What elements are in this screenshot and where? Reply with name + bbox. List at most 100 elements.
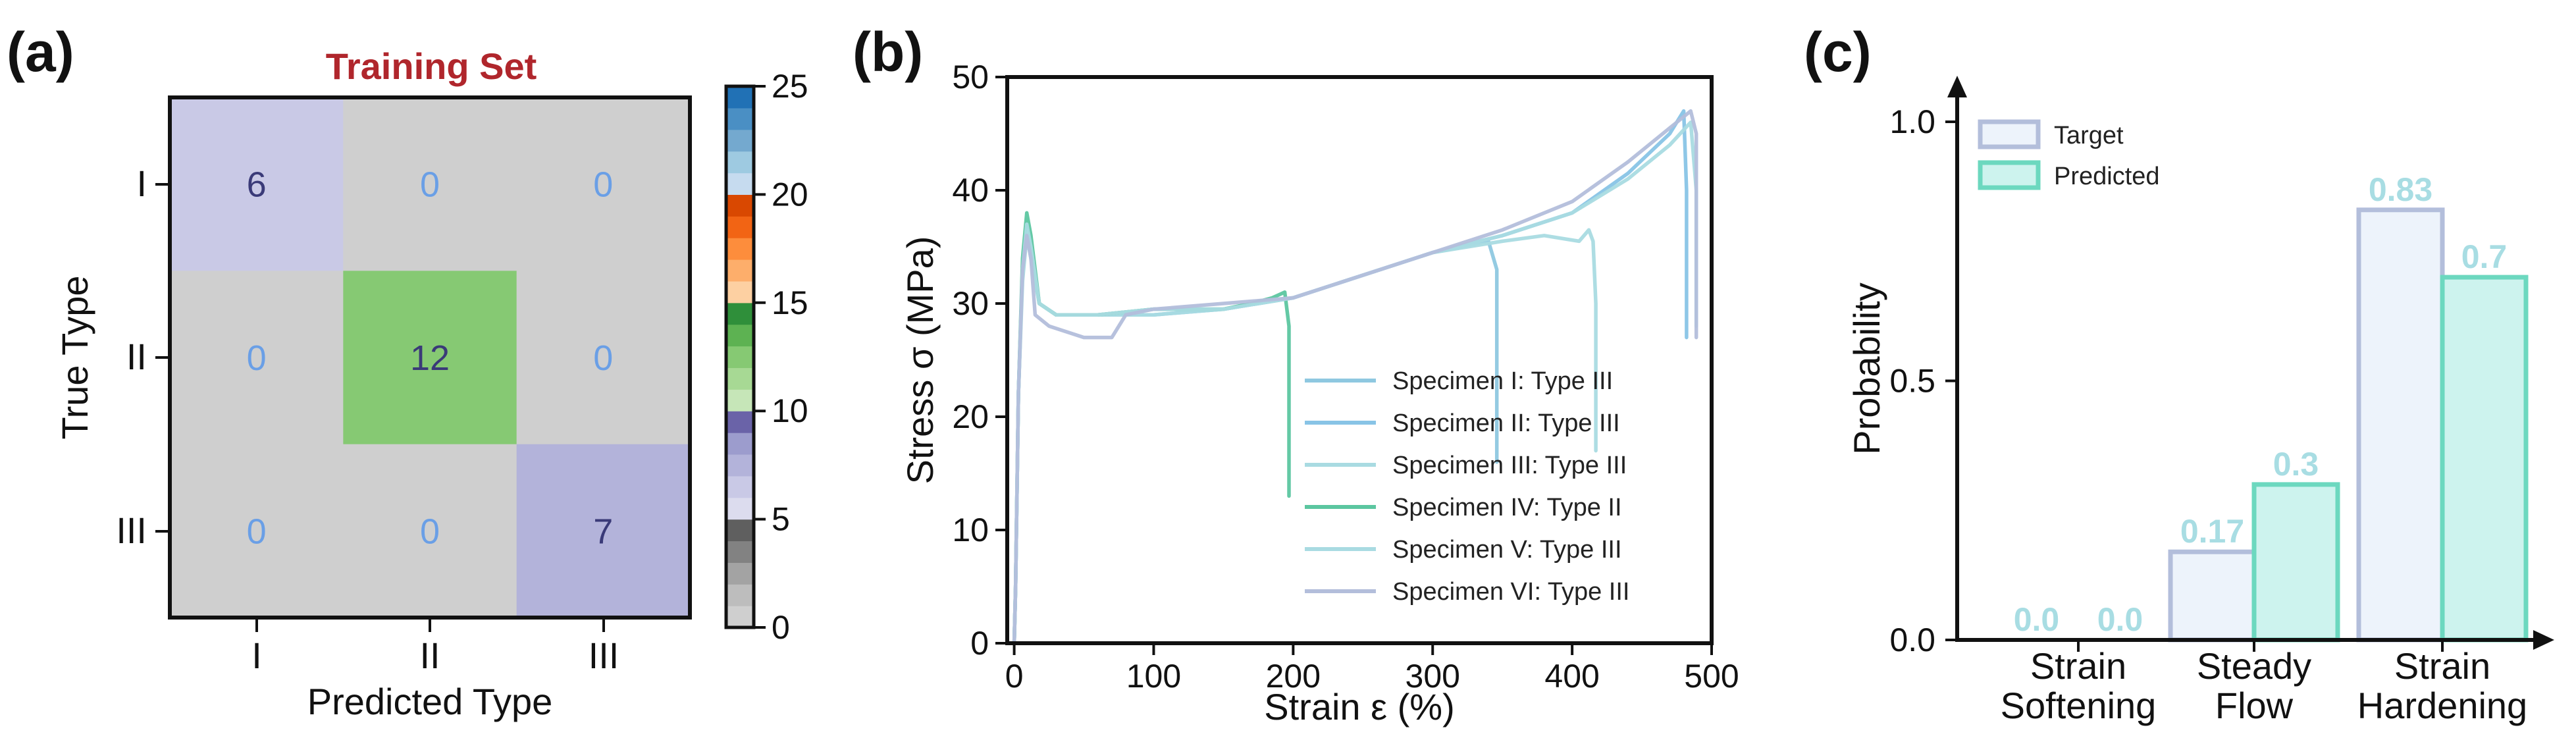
colorbar-segments: [726, 86, 754, 628]
bar-y-tick-label: 0.0: [1889, 621, 1935, 658]
x-axis-arrowhead: [2533, 630, 2554, 650]
heatmap-cells: 6 0 0 0 12 0 0 0 7: [170, 97, 691, 618]
heatmap-cell-value: 0: [593, 165, 613, 205]
category-label: Flow: [2215, 685, 2294, 726]
colorbar-segment: [726, 454, 754, 477]
bar-value-label: 0.83: [2369, 171, 2432, 208]
panel-c-label: (c): [1804, 21, 1872, 83]
category-label: Hardening: [2357, 685, 2527, 726]
legend-label: Specimen I: Type III: [1392, 367, 1613, 395]
x-tick-label: 100: [1126, 658, 1181, 695]
col-label-II: II: [419, 635, 440, 676]
x-tick-label: 200: [1266, 658, 1321, 695]
colorbar-segment: [726, 497, 754, 520]
colorbar-tick-label: 5: [772, 501, 790, 538]
line-y-axis-label: Stress σ (MPa): [899, 236, 941, 485]
colorbar-tick-label: 25: [772, 68, 808, 105]
heatmap-cell: [343, 271, 517, 445]
line-plot-frame: [1005, 75, 1714, 645]
heatmap-cell-value: 0: [420, 165, 440, 205]
legend-label: Specimen V: Type III: [1392, 536, 1622, 564]
legend-label: Specimen II: Type III: [1392, 410, 1620, 437]
heatmap-cell: [170, 444, 344, 618]
colorbar-tick-label: 10: [772, 392, 808, 429]
colorbar-tick-label: 20: [772, 176, 808, 213]
y-tick-label: 30: [952, 285, 989, 322]
y-tick-label: 20: [952, 398, 989, 435]
heatmap-cell: [343, 444, 517, 618]
legend-label: Specimen VI: Type III: [1392, 578, 1629, 606]
panel-b-label: (b): [853, 21, 923, 83]
bar-value-label: 0.7: [2461, 238, 2508, 275]
colorbar-segment: [726, 324, 754, 347]
heatmap-cell: [516, 444, 691, 618]
stress-strain-curve: [1012, 109, 1698, 645]
heatmap-cell: [516, 97, 691, 271]
bar-y-tick-label: 0.5: [1889, 363, 1935, 400]
colorbar-segment: [726, 584, 754, 606]
probability-bar: [2168, 549, 2257, 643]
x-tick-label: 300: [1406, 658, 1460, 695]
panel-c: (c) 0.0 0.17 0.83 0.0 0.3 0.7 0.0 0.5 1.0 Strain…: [1804, 21, 2554, 726]
panel-a-label: (a): [7, 21, 74, 83]
legend-label: Specimen III: Type III: [1392, 452, 1627, 479]
probability-bar: [2356, 207, 2445, 643]
colorbar-segment: [726, 433, 754, 455]
panel-a: (a) Training Set 6 0 0 0 12 0 0 0 7 I II III I I…: [7, 21, 808, 722]
bar-value-label: 0.0: [2014, 601, 2060, 638]
heatmap-cell-value: 12: [410, 338, 450, 378]
colorbar-segment: [726, 86, 754, 109]
heatmap-cell: [516, 271, 691, 445]
heatmap-cell-value: 0: [420, 512, 440, 551]
bar-legend-label: Target: [2054, 122, 2124, 149]
bar-legend-swatch: [1978, 119, 2041, 149]
x-tick-label: 500: [1684, 658, 1739, 695]
col-label-I: I: [251, 635, 262, 676]
bar-value-label: 0.17: [2180, 513, 2244, 550]
heatmap-cell-value: 0: [247, 338, 267, 378]
y-tick-label: 0: [970, 625, 989, 662]
heatmap-cell: [170, 271, 344, 445]
stress-strain-curve: [1012, 211, 1291, 645]
colorbar-segment: [726, 389, 754, 411]
x-tick-label: 0: [1005, 658, 1024, 695]
colorbar-segment: [726, 172, 754, 195]
bar-legend-label: Predicted: [2054, 163, 2160, 190]
bar-y-axis-label: Probability: [1846, 282, 1887, 454]
line-series-group: [1012, 109, 1698, 645]
colorbar-segment: [726, 302, 754, 325]
panel-b: (b) 0 100 200 300 400 500 0 10 20 30 40 50 Strain ε…: [853, 21, 1739, 727]
bar-legend-swatch: [1978, 160, 2041, 190]
line-x-axis-label: Strain ε (%): [1264, 686, 1454, 727]
colorbar-segment: [726, 346, 754, 369]
colorbar-segment: [726, 411, 754, 433]
y-tick-label: 10: [952, 512, 989, 548]
bar-group: 0.0 0.17 0.83 0.0 0.3 0.7: [2014, 171, 2529, 643]
line-plot-ticks: 0 100 200 300 400 500 0 10 20 30 40 50: [952, 59, 1739, 695]
bar-value-label: 0.0: [2097, 601, 2143, 638]
y-tick-label: 50: [952, 59, 989, 95]
heatmap-cell-value: 6: [247, 165, 267, 205]
row-label-I: I: [136, 163, 147, 204]
row-label-III: III: [116, 510, 147, 551]
colorbar-tick-label: 15: [772, 284, 808, 321]
colorbar-segment: [726, 475, 754, 498]
category-label: Strain: [2394, 645, 2490, 687]
probability-bar: [2440, 275, 2529, 643]
category-label: Strain: [2030, 645, 2126, 687]
colorbar-segment: [726, 367, 754, 390]
colorbar-segment: [726, 519, 754, 542]
legend-label: Specimen IV: Type II: [1392, 494, 1622, 521]
colorbar-segment: [726, 194, 754, 217]
colorbar-frame: [724, 84, 756, 629]
colorbar-segment: [726, 129, 754, 152]
heatmap-cell-value: 7: [593, 512, 613, 551]
row-label-II: II: [126, 336, 147, 377]
line-legend: Specimen I: Type III Specimen II: Type II…: [1305, 367, 1629, 606]
y-axis-arrowhead: [1947, 76, 1967, 97]
col-label-III: III: [589, 635, 619, 676]
colorbar-segment: [726, 259, 754, 282]
probability-bar: [2251, 482, 2340, 643]
heatmap-cell-value: 0: [247, 512, 267, 551]
